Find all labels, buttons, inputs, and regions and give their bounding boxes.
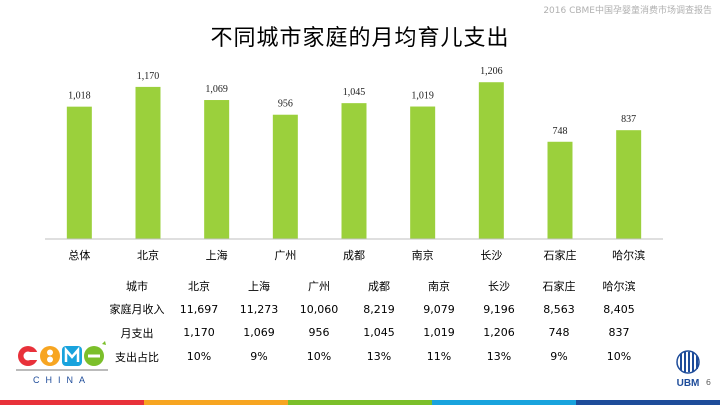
bar-value-label: 1,069 [205, 84, 228, 95]
table-cell: 哈尔滨 [602, 279, 636, 293]
table-cell: 南京 [428, 279, 450, 293]
table-cell: 1,170 [183, 326, 215, 340]
table-row-header: 城市 [126, 279, 148, 293]
bar-value-label: 1,206 [480, 66, 503, 77]
table-cell: 北京 [188, 279, 210, 293]
bottom-color-stripe [0, 400, 720, 405]
category-label: 成都 [343, 249, 365, 262]
table-cell: 成都 [368, 279, 390, 293]
table-cell: 9,079 [423, 302, 455, 316]
bar-7 [547, 141, 573, 239]
bar-8 [616, 130, 642, 239]
page-number: 6 [705, 378, 711, 387]
bar-6 [478, 82, 504, 239]
cbme-logo-subtext: CHINA [33, 375, 91, 385]
ubm-logo-text: UBM [677, 378, 700, 389]
table-cell: 13% [486, 350, 512, 364]
stripe-segment [576, 400, 720, 405]
cbme-logo-letters [18, 341, 106, 366]
category-label: 南京 [412, 248, 434, 262]
category-label: 哈尔滨 [612, 248, 645, 262]
stripe-segment [144, 400, 288, 405]
report-header-note: 2016 CBME中国孕婴童消费市场调查报告 [543, 6, 712, 16]
ubm-logo: UBM [676, 350, 700, 389]
table-cell: 广州 [308, 279, 330, 293]
table-cell: 11,697 [179, 302, 219, 316]
table-cell: 748 [548, 326, 570, 340]
table-cell: 9% [250, 350, 268, 364]
table-cell: 956 [308, 326, 330, 340]
bar-chart: 1,018 总体 1,170 北京 1,069 上海 956 广州 1,045 成都 1,019 南京… [45, 66, 663, 262]
table-cell: 10% [606, 350, 632, 364]
category-label: 石家庄 [544, 248, 577, 262]
category-label: 长沙 [480, 249, 502, 262]
stripe-segment [288, 400, 432, 405]
ubm-globe-icon [676, 350, 700, 374]
table-cell: 8,219 [363, 302, 395, 316]
bar-value-label: 837 [621, 114, 636, 125]
category-label: 总体 [68, 248, 90, 262]
category-label: 北京 [137, 248, 159, 262]
cbme-logo: CHINA [16, 341, 108, 385]
table-row-header: 支出占比 [115, 350, 159, 364]
bar-value-label: 956 [278, 99, 293, 110]
bar-1 [135, 86, 161, 240]
bar-2 [204, 100, 230, 239]
table-cell: 10% [186, 350, 212, 364]
table-row: 支出占比 10% 9% 10% 13% 11% 13% 9% 10% [105, 345, 649, 369]
bar-4 [341, 103, 367, 240]
table-cell: 长沙 [488, 279, 510, 293]
category-label: 广州 [274, 249, 296, 262]
bar-value-label: 748 [553, 126, 568, 137]
bar-value-label: 1,045 [343, 87, 366, 98]
bar-value-label: 1,018 [68, 91, 91, 102]
category-label: 上海 [206, 248, 228, 262]
table-cell: 1,045 [363, 326, 395, 340]
stripe-segment [432, 400, 576, 405]
table-cell: 1,069 [243, 326, 275, 340]
table-row-header: 家庭月收入 [109, 303, 165, 317]
table-cell: 11% [426, 350, 452, 364]
table-cell: 13% [366, 350, 392, 364]
table-row: 家庭月收入 11,697 11,273 10,060 8,219 9,079 9,196 8,… [105, 298, 649, 322]
table-cell: 11,273 [239, 302, 279, 316]
bar-value-label: 1,170 [137, 71, 160, 82]
table-cell: 9,196 [483, 302, 515, 316]
table-cell: 837 [608, 326, 630, 340]
table-cell: 1,206 [483, 326, 515, 340]
stripe-segment [0, 400, 144, 405]
table-row-header: 月支出 [120, 326, 154, 340]
bar-3 [272, 114, 298, 239]
table-cell: 10,060 [299, 302, 339, 316]
table-cell: 石家庄 [542, 279, 576, 293]
bar-0 [66, 106, 92, 239]
table-cell: 8,405 [603, 302, 635, 316]
data-table: 城市 北京 上海 广州 成都 南京 长沙 石家庄 哈尔滨家庭月收入 11,697 11,273 10,… [105, 274, 649, 368]
bar-value-label: 1,019 [411, 91, 434, 102]
table-cell: 1,019 [423, 326, 455, 340]
table-cell: 10% [306, 350, 332, 364]
table-cell: 9% [550, 350, 568, 364]
table-row: 月支出 1,170 1,069 956 1,045 1,019 1,206 748 837 [105, 321, 649, 345]
chart-title: 不同城市家庭的月均育儿支出 [210, 26, 510, 51]
table-cell: 上海 [248, 279, 270, 293]
table-cell: 8,563 [543, 302, 575, 316]
bar-5 [410, 106, 436, 239]
table-header-row: 城市 北京 上海 广州 成都 南京 长沙 石家庄 哈尔滨 [105, 274, 649, 298]
